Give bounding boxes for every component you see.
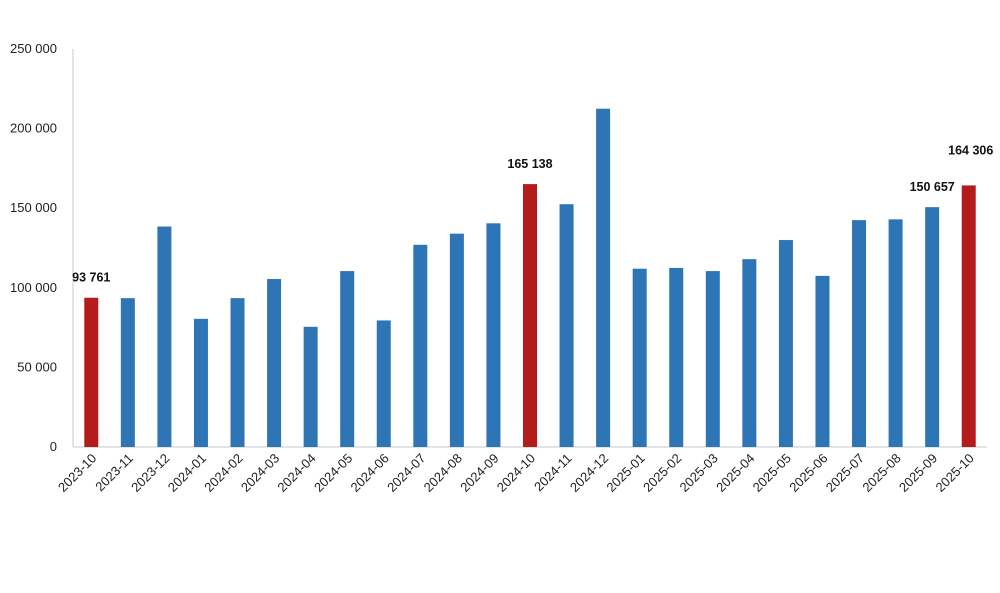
bar-2025-10 bbox=[961, 185, 976, 447]
bar-2023-12 bbox=[157, 226, 172, 447]
bar-2025-09 bbox=[925, 207, 940, 447]
x-tick-label: 2023-11 bbox=[92, 451, 136, 495]
bar-2025-07 bbox=[852, 220, 867, 447]
y-tick-label: 200 000 bbox=[10, 121, 57, 136]
x-tick-label: 2025-06 bbox=[786, 451, 830, 495]
x-tick-label: 2025-01 bbox=[603, 451, 647, 495]
x-tick-label: 2024-07 bbox=[384, 451, 428, 495]
x-tick-label: 2024-02 bbox=[201, 451, 245, 495]
x-tick-label: 2025-03 bbox=[677, 451, 721, 495]
bar-2023-10 bbox=[84, 297, 99, 447]
bar-2024-10 bbox=[523, 184, 537, 447]
y-tick-label: 150 000 bbox=[10, 200, 57, 215]
bar-2024-11 bbox=[559, 204, 574, 447]
x-tick-label: 2024-03 bbox=[238, 451, 282, 495]
x-tick-label: 2024-10 bbox=[494, 451, 538, 495]
bar-2024-06 bbox=[376, 320, 391, 447]
x-tick-label: 2025-07 bbox=[823, 451, 867, 495]
bar-2024-07 bbox=[413, 244, 428, 447]
y-tick-label: 50 000 bbox=[17, 359, 57, 374]
bars bbox=[84, 108, 976, 447]
x-tick-label: 2024-12 bbox=[567, 451, 611, 495]
bar-2024-05 bbox=[340, 271, 355, 447]
x-tick-label: 2023-10 bbox=[55, 451, 99, 495]
x-tick-label: 2024-11 bbox=[531, 451, 575, 495]
data-label-2024-10: 165 138 bbox=[507, 157, 552, 171]
x-tick-label: 2025-05 bbox=[750, 451, 794, 495]
bar-2024-01 bbox=[193, 318, 208, 447]
bar-2025-04 bbox=[742, 259, 757, 447]
x-tick-label: 2024-01 bbox=[165, 451, 209, 495]
data-label-2023-10: 93 761 bbox=[72, 271, 110, 285]
bar-2024-09 bbox=[486, 223, 501, 447]
bar-2023-11 bbox=[120, 298, 135, 447]
bar-2024-04 bbox=[303, 326, 318, 447]
bar-2025-08 bbox=[888, 219, 903, 447]
data-label-2025-09: 150 657 bbox=[910, 180, 955, 194]
y-axis: 0 50 000 100 000 150 000 200 000 250 000 bbox=[10, 41, 74, 454]
bar-2025-05 bbox=[778, 240, 793, 447]
y-tick-label: 100 000 bbox=[10, 280, 57, 295]
x-axis: 2023-102023-112023-122024-012024-022024-… bbox=[55, 446, 987, 495]
y-tick-label: 0 bbox=[50, 439, 57, 454]
bar-2025-01 bbox=[632, 268, 647, 447]
x-tick-label: 2023-12 bbox=[128, 451, 172, 495]
bar-2024-02 bbox=[230, 298, 245, 447]
x-tick-label: 2025-09 bbox=[896, 451, 940, 495]
y-tick-label: 250 000 bbox=[10, 41, 57, 56]
bar-2024-08 bbox=[449, 233, 464, 447]
bar-2024-12 bbox=[596, 108, 611, 447]
x-tick-label: 2025-08 bbox=[859, 451, 903, 495]
bar-2025-06 bbox=[815, 275, 830, 447]
bar-2024-03 bbox=[267, 279, 282, 447]
bar-2025-02 bbox=[669, 267, 684, 447]
x-tick-label: 2024-06 bbox=[348, 451, 392, 495]
x-tick-label: 2024-05 bbox=[311, 451, 355, 495]
bar-2025-03 bbox=[705, 271, 720, 447]
x-tick-label: 2025-10 bbox=[932, 451, 976, 495]
x-tick-label: 2024-04 bbox=[274, 451, 318, 495]
x-tick-label: 2024-09 bbox=[457, 451, 501, 495]
x-tick-label: 2024-08 bbox=[421, 451, 465, 495]
data-labels: 93 761 165 138 150 657 164 306 bbox=[72, 143, 993, 284]
x-tick-label: 2025-04 bbox=[713, 451, 757, 495]
x-tick-label: 2025-02 bbox=[640, 451, 684, 495]
data-label-2025-10: 164 306 bbox=[948, 143, 993, 157]
